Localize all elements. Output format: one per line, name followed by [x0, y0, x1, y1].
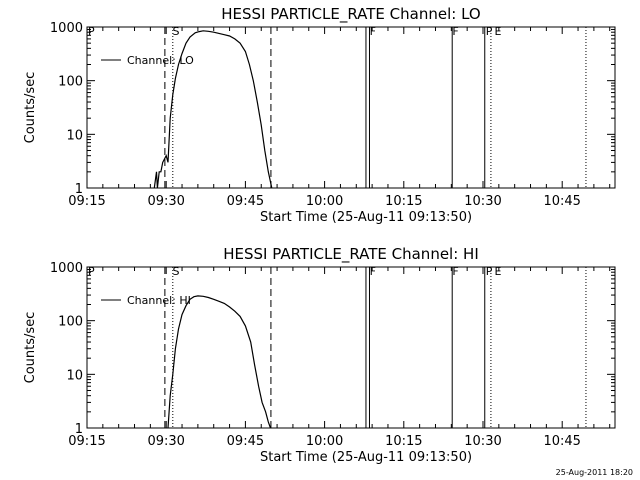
chart-0-x-tick-label: 09:45 — [227, 194, 264, 209]
chart-0-legend-label: Channel: LO — [127, 54, 194, 67]
chart-1-y-tick-label: 1 — [75, 422, 83, 437]
chart-1-y-tick-label: 10 — [66, 368, 83, 383]
chart-0-flag-label: F — [370, 25, 376, 38]
chart-1-y-tick-label: 1000 — [50, 261, 83, 276]
chart-1-y-axis-label: Counts/sec — [23, 312, 38, 384]
chart-1-y-tick-label: 100 — [58, 315, 83, 330]
chart-1-flag-label: S — [172, 265, 179, 278]
chart-0-flag-label: S — [172, 25, 179, 38]
chart-1-x-tick-label: 10:45 — [543, 434, 580, 449]
chart-0-x-axis-label: Start Time (25-Aug-11 09:13:50) — [260, 210, 472, 225]
chart-0-series-line-0 — [153, 30, 273, 189]
chart-1-flag-label: E — [495, 265, 502, 278]
chart-1-series-line-0 — [167, 295, 272, 429]
chart-0-x-tick-label: 10:45 — [543, 194, 580, 209]
chart-0-x-tick-label: 09:30 — [147, 194, 184, 209]
chart-1-x-tick-label: 09:15 — [68, 434, 105, 449]
chart-1-x-tick-label: 10:30 — [464, 434, 501, 449]
chart-1-flag-label: F — [452, 265, 458, 278]
chart-0-flag-label: P — [486, 25, 493, 38]
chart-0-flag-label: F — [452, 25, 458, 38]
lo-channel-panel: HESSI PARTICLE_RATE Channel: LO 09:15 09:3… — [23, 5, 616, 225]
chart-0-flag-label: P — [88, 25, 95, 38]
chart-0-flag-label: E — [495, 25, 502, 38]
plot-timestamp: 25-Aug-2011 18:20 — [556, 468, 633, 477]
chart-0-y-tick-label: 100 — [58, 75, 83, 90]
chart-1-flag-label: P — [88, 265, 95, 278]
chart-0-title: HESSI PARTICLE_RATE Channel: LO — [221, 5, 480, 24]
chart-1-x-tick-label: 09:45 — [227, 434, 264, 449]
chart-0-y-axis-label: Counts/sec — [23, 72, 38, 144]
chart-1-title: HESSI PARTICLE_RATE Channel: HI — [223, 245, 479, 264]
chart-1-plot-frame — [86, 266, 616, 429]
chart-0-y-tick-label: 10 — [66, 128, 83, 143]
chart-0-y-tick-label: 1 — [75, 182, 83, 197]
chart-1-legend-label: Channel: HI — [127, 294, 191, 307]
chart-0-y-tick-label: 1000 — [50, 21, 83, 36]
chart-1-flag-label: P — [486, 265, 493, 278]
chart-0-x-tick-label: 10:15 — [385, 194, 422, 209]
chart-0-plot-frame — [86, 26, 616, 189]
hi-channel-panel: HESSI PARTICLE_RATE Channel: HI 09:15 09:3… — [23, 245, 616, 465]
chart-1-x-tick-label: 10:15 — [385, 434, 422, 449]
chart-1-x-axis-label: Start Time (25-Aug-11 09:13:50) — [260, 450, 472, 465]
chart-0-x-tick-label: 10:30 — [464, 194, 501, 209]
chart-1-flag-label: F — [370, 265, 376, 278]
chart-0-x-tick-label: 10:00 — [306, 194, 343, 209]
chart-1-x-tick-label: 10:00 — [306, 434, 343, 449]
chart-1-x-tick-label: 09:30 — [147, 434, 184, 449]
chart-0-x-tick-label: 09:15 — [68, 194, 105, 209]
